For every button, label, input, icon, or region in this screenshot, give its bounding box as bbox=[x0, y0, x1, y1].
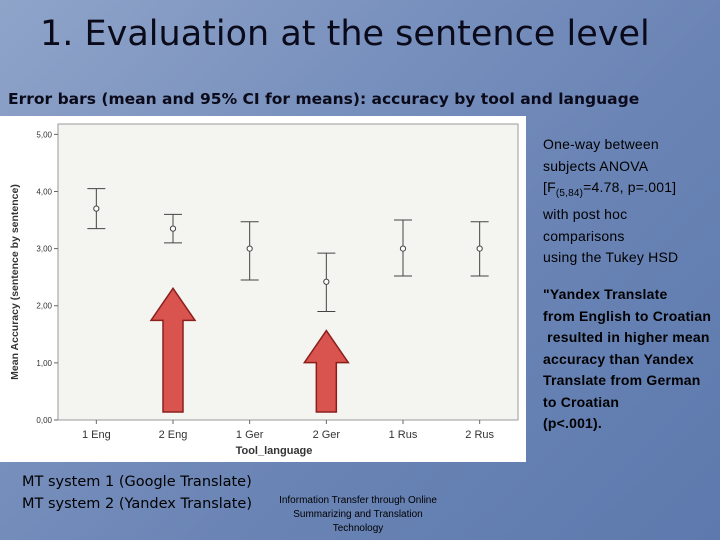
footer-text: Information Transfer through Online Summ… bbox=[279, 495, 437, 534]
anova-line-5: using the Tukey HSD bbox=[543, 249, 679, 266]
mt-system-1-label: MT system 1 (Google Translate) bbox=[22, 474, 252, 490]
y-tick-label: 5,00 bbox=[36, 130, 52, 139]
anova-f-rest: =4.78, p=.001] bbox=[583, 179, 677, 195]
finding-line-3: resulted in higher mean bbox=[543, 329, 710, 345]
anova-line-3: with post hoc bbox=[543, 206, 628, 223]
finding-line-2: from English to Croatian bbox=[543, 307, 712, 324]
slide-title: 1. Evaluation at the sentence level bbox=[40, 14, 650, 54]
error-bar-chart: 0,00 1,00 2,00 3,00 4,00 5,00 1 Eng 2 Eng 1 Ger 2… bbox=[9, 123, 519, 457]
mt-system-legend: MT system 1 (Google Translate) MT system… bbox=[22, 472, 272, 515]
mean-point bbox=[323, 278, 330, 285]
mean-point bbox=[246, 245, 253, 252]
x-tick-label: 1 Rus bbox=[389, 429, 418, 441]
x-tick-label: 2 Rus bbox=[465, 429, 494, 441]
anova-line-1: One-way between bbox=[543, 136, 659, 152]
x-axis-title: Tool_language bbox=[236, 445, 313, 457]
mean-point bbox=[476, 245, 483, 252]
plot-area bbox=[57, 123, 519, 421]
y-tick-label: 1,00 bbox=[36, 359, 52, 368]
finding-note: "Yandex Translate from English to Croati… bbox=[543, 284, 720, 435]
anova-line-2: subjects ANOVA bbox=[543, 157, 649, 174]
finding-line-4: accuracy than Yandex bbox=[543, 350, 694, 367]
y-tick-label: 0,00 bbox=[36, 416, 52, 425]
finding-line-1: "Yandex Translate bbox=[543, 286, 668, 302]
anova-note: One-way between subjects ANOVA [F(5,84)=… bbox=[543, 134, 720, 269]
finding-line-7: (p<.001). bbox=[543, 415, 602, 431]
highlight-arrow bbox=[149, 286, 197, 413]
y-axis-title: Mean Accuracy (sentence by sentence) bbox=[9, 184, 21, 380]
chart-panel: 0,00 1,00 2,00 3,00 4,00 5,00 1 Eng 2 Eng 1 Ger 2… bbox=[0, 116, 526, 462]
x-tick-label: 2 Eng bbox=[159, 429, 188, 441]
slide-subtitle: Error bars (mean and 95% CI for means): … bbox=[8, 90, 640, 108]
highlight-arrow bbox=[302, 329, 350, 413]
y-tick-label: 4,00 bbox=[36, 187, 52, 196]
mean-point bbox=[399, 245, 407, 252]
anova-f-prefix: [F bbox=[543, 179, 556, 195]
mean-point bbox=[169, 225, 177, 232]
x-tick-label: 2 Ger bbox=[313, 429, 341, 441]
mean-point bbox=[93, 205, 100, 212]
x-tick-label: 1 Eng bbox=[82, 429, 111, 441]
mt-system-2-label: MT system 2 (Yandex Translate) bbox=[22, 495, 252, 512]
y-tick-label: 2,00 bbox=[36, 302, 52, 311]
x-tick-label: 1 Ger bbox=[236, 429, 264, 441]
anova-f-line: [F(5,84)=4.78, p=.001] bbox=[543, 177, 720, 204]
y-tick-label: 3,00 bbox=[36, 245, 52, 254]
anova-f-df: (5,84) bbox=[555, 187, 584, 199]
finding-line-5: Translate from German bbox=[543, 372, 701, 388]
anova-line-4: comparisons bbox=[543, 227, 625, 244]
finding-line-6: to Croatian bbox=[543, 393, 620, 410]
